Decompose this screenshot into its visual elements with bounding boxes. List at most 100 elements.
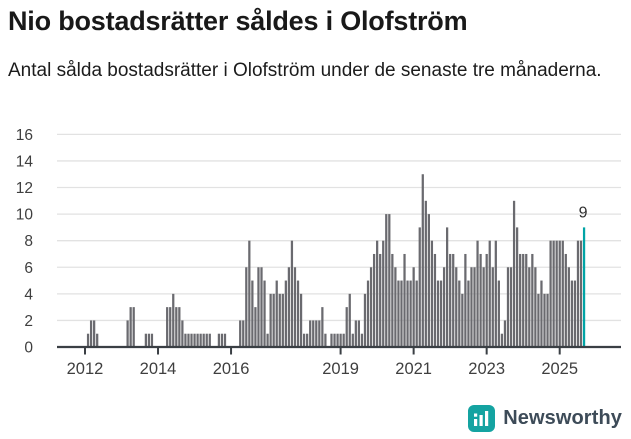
chart-bar	[552, 240, 555, 347]
chart-bar	[403, 253, 406, 347]
chart-bar	[239, 320, 242, 347]
chart-bar	[467, 280, 470, 347]
chart-bar	[543, 293, 546, 347]
chart-bar	[464, 253, 467, 347]
page-title: Nio bostadsrätter såldes i Olofström	[8, 6, 468, 36]
chart-bar	[546, 293, 549, 347]
y-axis-label: 4	[24, 286, 33, 303]
y-axis-label: 8	[24, 233, 33, 250]
chart-bar	[500, 333, 504, 347]
chart-bar	[290, 240, 294, 347]
chart-bar	[339, 333, 342, 347]
chart-bar	[570, 280, 574, 347]
chart-bar	[129, 307, 132, 347]
chart-bar	[488, 240, 491, 347]
chart-bar	[217, 333, 221, 347]
chart-bar	[491, 267, 494, 347]
chart-bar	[360, 333, 364, 347]
chart-bar	[412, 267, 415, 347]
chart-bar	[193, 333, 196, 347]
chart-bar	[196, 333, 199, 347]
chart-bar	[503, 320, 507, 347]
chart-area: 0 2 4 6 8 10 12 14 16 2012 2014 2016 2019 2021 2023 202…	[0, 125, 631, 395]
chart-bar	[473, 267, 476, 347]
chart-bar	[427, 214, 430, 347]
chart-bar	[385, 214, 388, 347]
chart-bar	[394, 267, 397, 347]
chart-bar	[540, 280, 543, 347]
chart-bar	[89, 320, 93, 347]
x-axis-label: 2012	[67, 360, 104, 378]
chart-bar	[348, 293, 351, 347]
y-axis-label: 14	[16, 153, 34, 170]
chart-bar	[144, 333, 147, 347]
chart-bar	[333, 333, 336, 347]
chart-bar	[257, 267, 260, 347]
chart-bar	[449, 253, 452, 347]
chart-bar	[245, 267, 248, 347]
chart-bar	[509, 267, 513, 347]
chart-bar	[549, 240, 552, 347]
chart-bar	[382, 240, 385, 347]
chart-bar	[446, 227, 449, 347]
chart-bar	[293, 267, 297, 347]
chart-bar	[555, 240, 558, 347]
x-axis-label: 2019	[322, 360, 359, 378]
chart-bar	[369, 267, 373, 347]
y-axis-label: 2	[24, 313, 33, 330]
chart-bar	[579, 240, 583, 347]
chart-bar	[458, 280, 461, 347]
chart-bar	[208, 333, 211, 347]
chart-bar	[455, 267, 458, 347]
chart-bar	[430, 240, 434, 347]
chart-bar	[269, 293, 272, 347]
chart-bar	[564, 253, 567, 347]
chart-bar	[260, 267, 263, 347]
chart-bar	[266, 333, 269, 347]
chart-bar	[342, 333, 345, 347]
chart-bar	[363, 293, 367, 347]
chart-bar	[531, 253, 534, 347]
chart-bar	[439, 280, 443, 347]
chart-bar	[379, 253, 382, 347]
chart-bar	[397, 280, 400, 347]
chart-bar	[418, 227, 421, 347]
chart-bar	[318, 320, 321, 347]
chart-bar	[366, 280, 370, 347]
chart-bar	[251, 280, 254, 347]
chart-bar	[421, 174, 424, 347]
chart-bar	[299, 293, 303, 347]
chart-bar	[336, 333, 339, 347]
chart-bar	[254, 307, 257, 347]
chart-bar	[461, 293, 464, 347]
chart-bar	[372, 253, 376, 347]
newsworthy-logo-icon	[468, 404, 496, 432]
chart-bar	[169, 307, 172, 347]
chart-bar	[205, 333, 208, 347]
chart-bar	[442, 267, 446, 347]
bar-chart: 0 2 4 6 8 10 12 14 16 2012 2014 2016 2019 2021 2023 202…	[16, 127, 621, 378]
chart-bar	[567, 267, 570, 347]
chart-bar	[436, 280, 440, 347]
chart-bar	[96, 333, 99, 347]
chart-bar	[330, 333, 333, 347]
y-axis-label: 0	[24, 340, 33, 357]
chart-bar	[528, 267, 531, 347]
chart-bar	[558, 240, 561, 347]
y-axis-label: 10	[16, 207, 34, 224]
chart-bar	[515, 227, 519, 347]
x-axis-label: 2014	[140, 360, 177, 378]
chart-bar	[479, 253, 482, 347]
x-axis-label: 2025	[541, 360, 578, 378]
y-axis-label: 6	[24, 260, 33, 277]
chart-bar	[452, 253, 455, 347]
chart-bar	[242, 320, 245, 347]
chart-bar	[522, 253, 525, 347]
chart-bar	[248, 240, 251, 347]
chart-bar	[354, 320, 357, 347]
chart-bar	[573, 280, 577, 347]
chart-bar	[476, 240, 479, 347]
chart-bar	[561, 240, 564, 347]
chart-bar	[147, 333, 151, 347]
brand-footer: Newsworthy	[468, 404, 622, 432]
